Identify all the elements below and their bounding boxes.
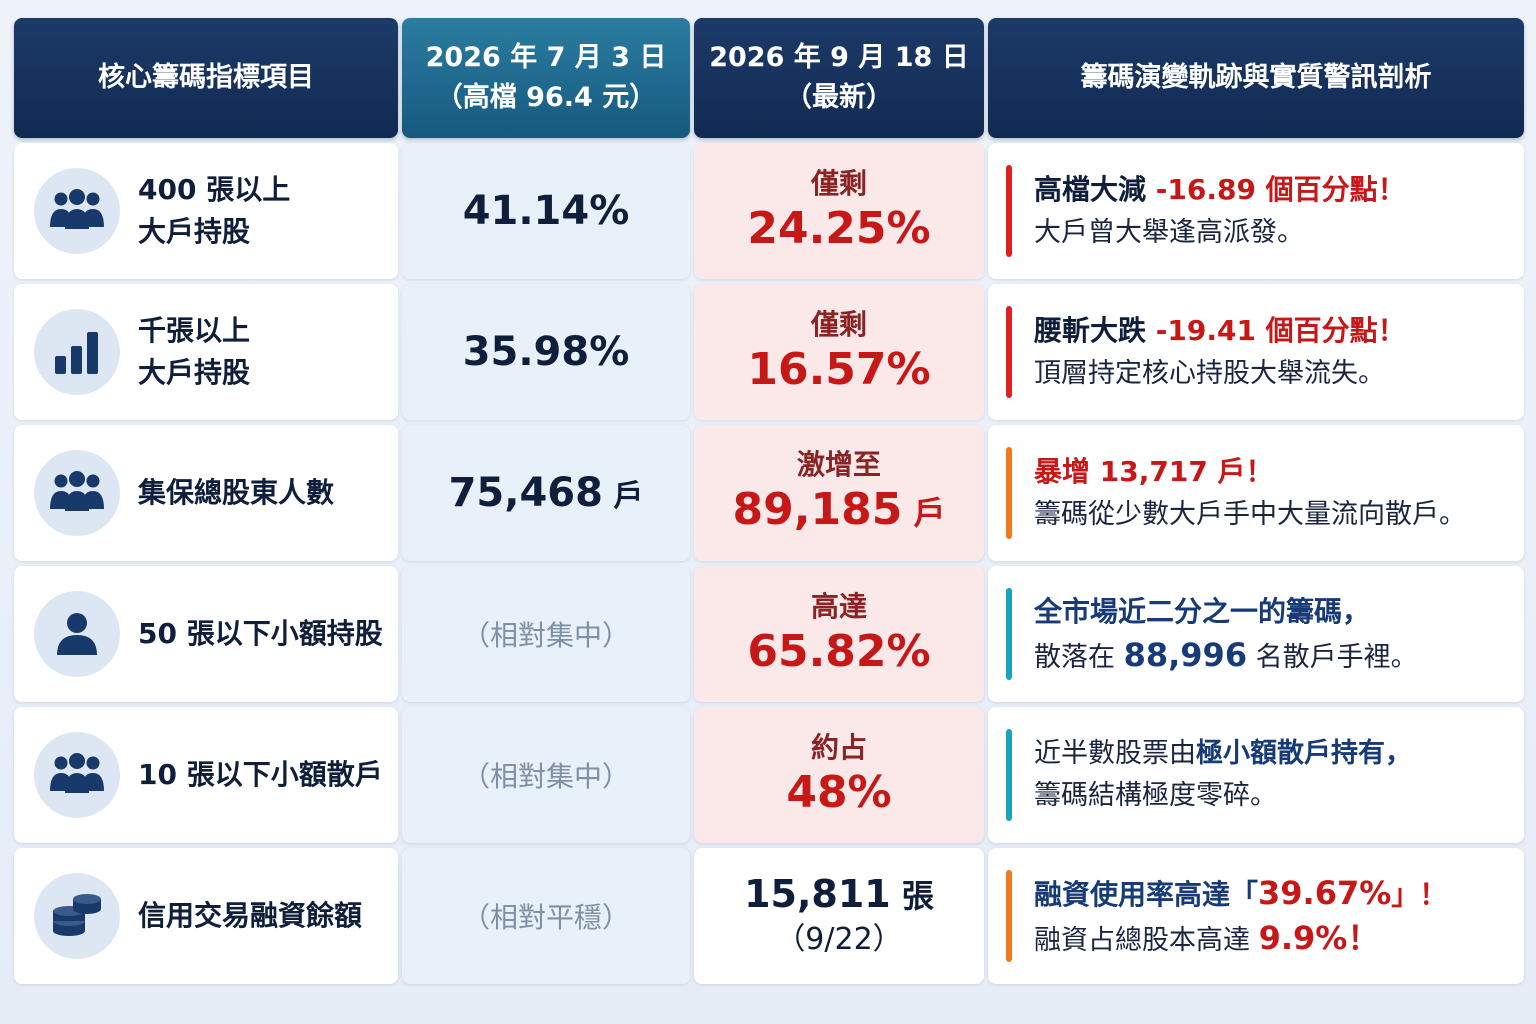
row-label-margin-balance: 信用交易融資餘額	[14, 848, 398, 984]
header-indicator-item: 核心籌碼指標項目	[14, 18, 398, 138]
new-prefix: 激增至	[796, 447, 881, 481]
header-date-september: 2026 年 9 月 18 日 （最新）	[694, 18, 984, 138]
header-col1-text: 核心籌碼指標項目	[98, 62, 314, 93]
header-col2-line1: 2026 年 7 月 3 日	[425, 42, 667, 73]
accent-bar	[1006, 729, 1012, 821]
header-col2-line2: （高檔 96.4 元）	[435, 82, 657, 113]
new-value: 48%	[786, 767, 892, 818]
row-label-under-10-lots: 10 張以下小額散戶	[14, 707, 398, 843]
old-value: 41.14%	[462, 188, 630, 234]
old-value-cell: 35.98%	[402, 284, 690, 420]
analysis-line1: 高檔大減 -16.89 個百分點！	[1034, 173, 1406, 206]
label-line1: 50 張以下小額持股	[138, 617, 383, 650]
row-label-under-50-lots: 50 張以下小額持股	[14, 566, 398, 702]
row-label-text: 50 張以下小額持股	[138, 613, 383, 655]
old-value: （相對集中）	[461, 619, 630, 652]
new-value: 24.25%	[747, 203, 931, 254]
analysis-cell: 腰斬大跌 -19.41 個百分點！ 頂層持定核心持股大舉流失。	[988, 284, 1524, 420]
label-line1: 信用交易融資餘額	[138, 899, 363, 932]
label-line2: 大戶持股	[138, 215, 251, 248]
new-value-cell: 約占 48%	[694, 707, 984, 843]
header-col3-line1: 2026 年 9 月 18 日	[709, 42, 969, 73]
analysis-line2: 大戶曾大舉逢高派發。	[1034, 217, 1304, 248]
analysis-cell: 全市場近二分之一的籌碼， 散落在 88,996 名散戶手裡。	[988, 566, 1524, 702]
label-line2: 大戶持股	[138, 356, 251, 389]
analysis-line2: 散落在 88,996 名散戶手裡。	[1034, 635, 1418, 674]
header-col3-line2: （最新）	[785, 82, 893, 113]
label-line1: 400 張以上	[138, 173, 291, 206]
coins-icon	[34, 873, 120, 959]
old-value-cell: （相對平穩）	[402, 848, 690, 984]
row-label-text: 集保總股東人數	[138, 472, 334, 514]
analysis-line1: 融資使用率高達「39.67%」！	[1034, 873, 1448, 912]
old-value: 75,468 戶	[448, 470, 644, 516]
header-analysis: 籌碼演變軌跡與實質警訊剖析	[988, 18, 1524, 138]
row-label-total-holders: 集保總股東人數	[14, 425, 398, 561]
new-prefix: 約占	[810, 731, 867, 764]
old-value-cell: 41.14%	[402, 143, 690, 279]
analysis-line1: 腰斬大跌 -19.41 個百分點！	[1034, 314, 1406, 347]
analysis-cell: 融資使用率高達「39.67%」！ 融資占總股本高達 9.9%！	[988, 848, 1524, 984]
header-col4-text: 籌碼演變軌跡與實質警訊剖析	[1080, 62, 1432, 93]
new-value-cell: 激增至 89,185 戶	[694, 425, 984, 561]
new-value: 65.82%	[747, 626, 931, 677]
new-value-cell: 高達 65.82%	[694, 566, 984, 702]
accent-bar	[1006, 306, 1012, 398]
accent-bar	[1006, 870, 1012, 962]
bar-chart-icon	[34, 309, 120, 395]
row-label-1000-lots: 千張以上 大戶持股	[14, 284, 398, 420]
label-line1: 集保總股東人數	[138, 476, 335, 509]
analysis-line1: 暴增 13,717 戶！	[1034, 455, 1274, 488]
old-value: （相對集中）	[461, 760, 630, 793]
new-value: 16.57%	[747, 344, 931, 395]
new-value: 89,185 戶	[732, 483, 946, 535]
new-value-cell: 僅剩 16.57%	[694, 284, 984, 420]
accent-bar	[1006, 165, 1012, 257]
analysis-line2: 籌碼結構極度零碎。	[1034, 780, 1277, 811]
analysis-line2: 頂層持定核心持股大舉流失。	[1034, 358, 1385, 389]
analysis-line2: 融資占總股本高達 9.9%！	[1034, 918, 1380, 957]
old-value-cell: 75,468 戶	[402, 425, 690, 561]
row-label-text: 千張以上 大戶持股	[138, 310, 250, 394]
analysis-line2: 籌碼從少數大戶手中大量流向散戶。	[1034, 499, 1466, 530]
new-prefix: 僅剩	[810, 308, 867, 341]
new-value-date: （9/22）	[775, 922, 903, 957]
row-label-text: 10 張以下小額散戶	[138, 754, 383, 796]
old-value: 35.98%	[462, 329, 630, 375]
analysis-cell: 暴增 13,717 戶！ 籌碼從少數大戶手中大量流向散戶。	[988, 425, 1524, 561]
old-value: （相對平穩）	[461, 901, 630, 934]
label-line1: 10 張以下小額散戶	[138, 758, 383, 791]
new-prefix: 高達	[810, 590, 867, 623]
new-value: 15,811 張	[744, 872, 934, 916]
person-icon	[34, 591, 120, 677]
chip-indicator-table: 核心籌碼指標項目 2026 年 7 月 3 日 （高檔 96.4 元） 2026…	[14, 18, 1524, 984]
accent-bar	[1006, 588, 1012, 680]
header-date-july: 2026 年 7 月 3 日 （高檔 96.4 元）	[402, 18, 690, 138]
accent-bar	[1006, 447, 1012, 539]
new-value-cell: 僅剩 24.25%	[694, 143, 984, 279]
label-line1: 千張以上	[138, 314, 251, 347]
old-value-cell: （相對集中）	[402, 707, 690, 843]
old-value-cell: （相對集中）	[402, 566, 690, 702]
new-value-cell: 15,811 張 （9/22）	[694, 848, 984, 984]
new-prefix: 僅剩	[810, 167, 867, 200]
row-label-text: 信用交易融資餘額	[138, 895, 362, 937]
group-icon	[34, 732, 120, 818]
group-icon	[34, 168, 120, 254]
analysis-line1: 全市場近二分之一的籌碼，	[1034, 594, 1371, 628]
row-label-400-lots: 400 張以上 大戶持股	[14, 143, 398, 279]
row-label-text: 400 張以上 大戶持股	[138, 169, 290, 253]
analysis-line1: 近半數股票由極小額散戶持有，	[1034, 738, 1412, 769]
group-icon	[34, 450, 120, 536]
analysis-cell: 近半數股票由極小額散戶持有， 籌碼結構極度零碎。	[988, 707, 1524, 843]
analysis-cell: 高檔大減 -16.89 個百分點！ 大戶曾大舉逢高派發。	[988, 143, 1524, 279]
